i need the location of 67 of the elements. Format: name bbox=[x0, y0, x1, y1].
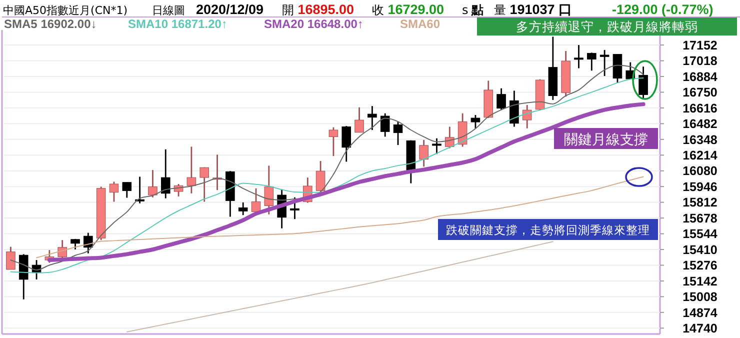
candlestick bbox=[342, 125, 352, 162]
y-tick-label: 16214 bbox=[682, 148, 718, 162]
y-tick-label: 17152 bbox=[682, 38, 718, 52]
candlestick bbox=[6, 246, 16, 270]
candlestick bbox=[510, 90, 519, 128]
text: 量 191037 口 bbox=[494, 2, 573, 17]
y-tick-label: 15008 bbox=[682, 290, 718, 304]
candlestick bbox=[522, 104, 532, 130]
chart-subtitle: 日線圖 bbox=[152, 4, 185, 17]
candlestick bbox=[432, 138, 442, 155]
candlestick bbox=[264, 164, 274, 216]
y-tick-label: 16348 bbox=[682, 132, 718, 147]
y-tick-label: 15812 bbox=[682, 196, 718, 210]
text: SMA5 bbox=[4, 17, 38, 31]
y-tick-label: 14874 bbox=[682, 306, 718, 320]
candlestick bbox=[328, 126, 338, 157]
y-tick-label: 16750 bbox=[682, 86, 718, 100]
annotation: 16871.20↑ bbox=[168, 17, 228, 31]
text: 2020/12/09 bbox=[196, 2, 264, 17]
candlestick bbox=[574, 44, 584, 69]
y-tick-label: 16884 bbox=[682, 70, 718, 84]
candlestick bbox=[380, 112, 390, 138]
y-tick-label: 15142 bbox=[682, 274, 718, 288]
annotation: 跌破關鍵支撐，走勢將回測季線來整理 bbox=[446, 223, 650, 237]
text: SMA20 bbox=[264, 17, 304, 31]
candlestick bbox=[122, 181, 132, 198]
y-tick-label: 15276 bbox=[682, 258, 718, 273]
candlestick bbox=[419, 139, 428, 168]
text: 收 16729.00 bbox=[372, 2, 444, 17]
chart-title: 中國A50指數近月(CN*1) bbox=[3, 4, 128, 17]
candlestick bbox=[316, 160, 326, 194]
candlestick bbox=[368, 105, 377, 131]
y-tick-label: 16616 bbox=[682, 101, 718, 116]
candlestick bbox=[496, 88, 506, 111]
candlestick bbox=[160, 148, 170, 200]
annotation: 16648.00↑ bbox=[304, 17, 364, 31]
annotation: 多方持續退守，跌破月線將轉弱 bbox=[516, 19, 698, 34]
candlestick bbox=[393, 120, 403, 146]
candlestick bbox=[458, 112, 468, 148]
y-tick-label: 14740 bbox=[682, 322, 718, 336]
candlestick bbox=[600, 49, 610, 77]
y-tick-label: 15410 bbox=[682, 242, 718, 257]
y-tick-label: 16482 bbox=[682, 117, 718, 132]
candlestick bbox=[612, 54, 622, 84]
line-series bbox=[126, 241, 554, 332]
y-tick-label: 15946 bbox=[682, 180, 718, 194]
candlestick bbox=[186, 146, 196, 194]
y-tick-label: 15544 bbox=[682, 227, 718, 242]
text: 開 16895.00 bbox=[282, 2, 354, 17]
text: -129.00 (-0.77%) bbox=[612, 2, 714, 17]
text: SMA60 bbox=[400, 17, 440, 31]
candlestick bbox=[354, 106, 364, 134]
y-tick-label: 17018 bbox=[682, 54, 718, 68]
y-tick-label: 15678 bbox=[682, 211, 718, 226]
candlestick bbox=[148, 169, 158, 198]
y-tick-label: 16080 bbox=[682, 164, 718, 178]
candlestick bbox=[238, 202, 248, 216]
text: SMA10 bbox=[128, 17, 168, 31]
candlestick bbox=[638, 66, 648, 100]
candlestick bbox=[200, 166, 209, 202]
candlestick bbox=[470, 114, 480, 130]
annotation: 關鍵月線支撐 bbox=[564, 132, 648, 148]
candlestick bbox=[251, 188, 261, 212]
annotation: 16902.00↓ bbox=[37, 17, 97, 31]
candlestick bbox=[109, 180, 119, 202]
candlestick bbox=[587, 52, 596, 72]
text: s 點 bbox=[462, 3, 484, 17]
